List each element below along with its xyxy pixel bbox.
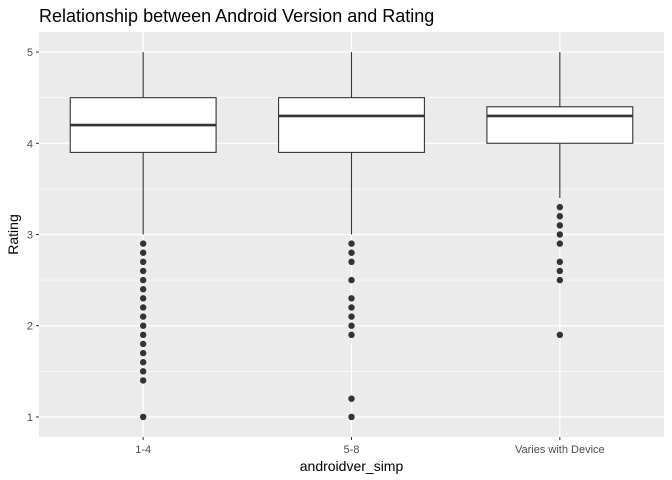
outlier-point bbox=[139, 331, 147, 339]
outlier-point bbox=[139, 359, 147, 366]
y-tick-label: 4 bbox=[27, 138, 33, 150]
outlier-point bbox=[139, 377, 147, 384]
outlier-point bbox=[139, 240, 147, 247]
outlier-point bbox=[139, 413, 147, 421]
y-tick-label: 2 bbox=[27, 321, 33, 333]
box bbox=[278, 97, 425, 153]
x-tick-label: Varies with Device bbox=[515, 444, 605, 456]
outlier-point bbox=[556, 203, 564, 211]
x-axis-title: androidver_simp bbox=[300, 458, 404, 474]
outlier-point bbox=[556, 267, 564, 275]
outlier-point bbox=[139, 304, 147, 311]
outlier-point bbox=[139, 286, 147, 293]
outlier-point bbox=[556, 258, 564, 266]
outlier-point bbox=[348, 240, 355, 247]
outlier-point bbox=[348, 304, 355, 311]
outlier-point bbox=[139, 368, 147, 375]
outlier-point bbox=[348, 313, 355, 320]
x-tick-label: 5-8 bbox=[344, 444, 360, 456]
y-tick-label: 1 bbox=[27, 412, 33, 424]
chart-title: Relationship between Android Version and… bbox=[39, 6, 434, 26]
outlier-point bbox=[348, 331, 355, 339]
outlier-point bbox=[139, 249, 147, 256]
outlier-point bbox=[139, 349, 147, 357]
outlier-point bbox=[556, 222, 564, 229]
y-axis: 1 2 3 4 5 bbox=[27, 47, 39, 424]
box bbox=[486, 106, 634, 144]
outlier-point bbox=[348, 322, 355, 329]
outlier-point bbox=[348, 395, 355, 402]
outlier-point bbox=[556, 276, 564, 284]
outlier-point bbox=[556, 331, 564, 339]
outlier-point bbox=[348, 413, 355, 421]
outlier-point bbox=[348, 258, 355, 266]
x-axis: 1-4 5-8 Varies with Device bbox=[135, 437, 605, 456]
outlier-point bbox=[348, 249, 355, 256]
y-tick-label: 3 bbox=[27, 230, 33, 242]
outlier-point bbox=[348, 276, 355, 284]
outlier-point bbox=[139, 295, 147, 302]
outlier-point bbox=[139, 340, 147, 348]
box-layer bbox=[69, 52, 634, 421]
outlier-point bbox=[556, 231, 564, 238]
outlier-point bbox=[139, 313, 147, 320]
box-group-5-8 bbox=[278, 52, 425, 421]
box-group-1-4 bbox=[69, 52, 217, 421]
outlier-point bbox=[556, 213, 564, 220]
y-axis-title: Rating bbox=[5, 214, 21, 254]
outlier-point bbox=[139, 276, 147, 284]
outlier-point bbox=[556, 240, 564, 247]
y-tick-label: 5 bbox=[27, 47, 33, 59]
outlier-point bbox=[139, 267, 147, 275]
box-group-varies-with-device bbox=[486, 52, 634, 339]
x-tick-label: 1-4 bbox=[135, 444, 151, 456]
outlier-point bbox=[139, 258, 147, 266]
outlier-point bbox=[139, 322, 147, 329]
outlier-point bbox=[348, 295, 355, 302]
